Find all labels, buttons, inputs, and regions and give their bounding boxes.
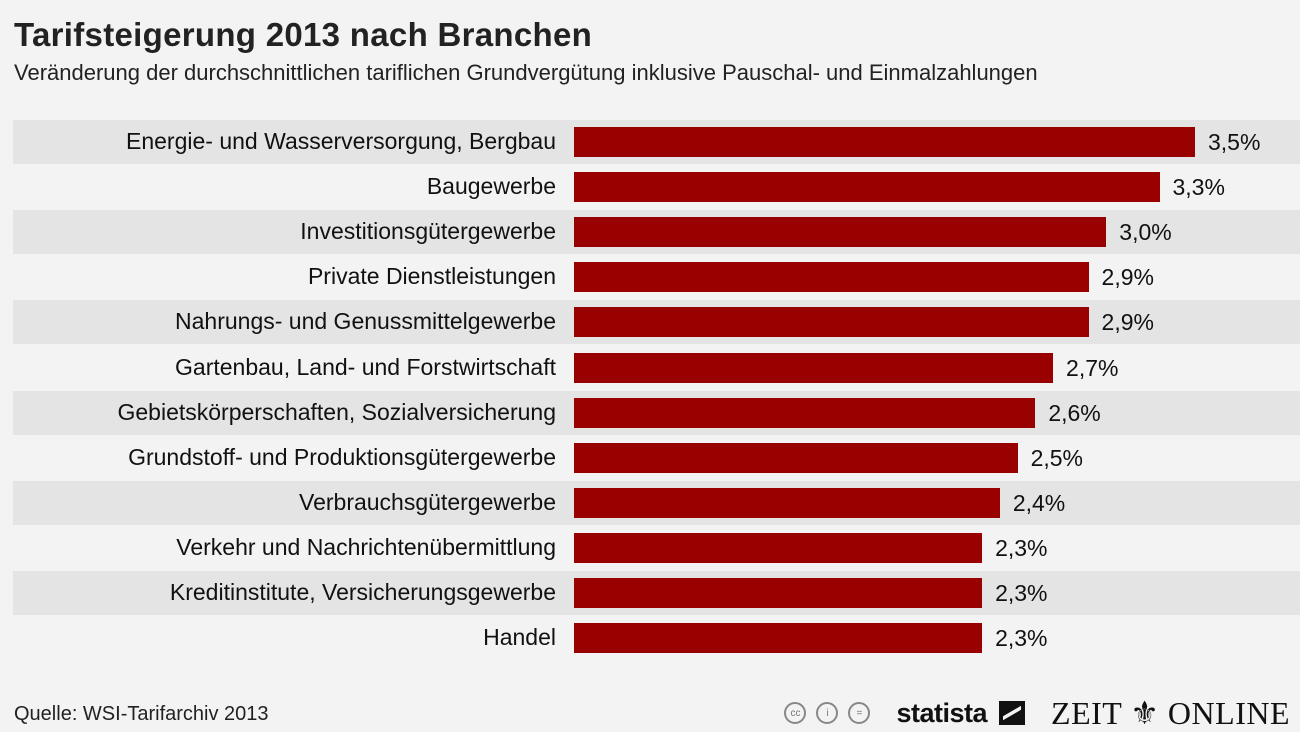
zeit-online-logo: ZEIT ⚜ ONLINE <box>1051 695 1290 731</box>
category-label: Nahrungs- und Genussmittelgewerbe <box>175 308 556 335</box>
value-label: 2,6% <box>1048 399 1101 426</box>
logos: cc i = statista ZEIT ⚜ ONLINE <box>784 694 1290 732</box>
chart-subtitle: Veränderung der durchschnittlichen tarif… <box>14 60 1038 85</box>
category-label: Handel <box>483 624 556 651</box>
source-note: Quelle: WSI-Tarifarchiv 2013 <box>14 703 269 725</box>
cc-by-icon: i <box>816 702 839 724</box>
value-label: 2,7% <box>1066 354 1119 381</box>
value-label: 2,3% <box>995 534 1048 561</box>
bar <box>574 127 1195 157</box>
category-label: Gartenbau, Land- und Forstwirtschaft <box>175 353 556 380</box>
statista-logo-icon <box>999 701 1026 725</box>
value-label: 3,5% <box>1208 129 1261 155</box>
category-label: Private Dienstleistungen <box>307 263 556 290</box>
value-label: 3,3% <box>1172 174 1225 201</box>
category-label: Gebietskörperschaften, Sozialversicherun… <box>117 398 556 425</box>
bar <box>574 307 1089 338</box>
bar <box>574 623 983 654</box>
bar <box>574 487 1000 518</box>
bar <box>574 442 1018 473</box>
category-label: Energie- und Wasserversorgung, Bergbau <box>126 128 556 154</box>
value-label: 2,9% <box>1101 309 1154 336</box>
cc-icon: cc <box>784 702 807 724</box>
bar <box>574 172 1160 203</box>
bar <box>574 217 1107 248</box>
value-label: 3,0% <box>1119 219 1172 246</box>
value-label: 2,4% <box>1012 489 1066 516</box>
value-label: 2,5% <box>1030 444 1083 471</box>
cc-nd-icon: = <box>848 702 871 724</box>
category-label: Verbrauchsgütergewerbe <box>299 488 556 515</box>
category-label: Grundstoff- und Produktionsgütergewerbe <box>128 443 556 470</box>
category-label: Investitionsgütergewerbe <box>300 218 556 245</box>
bar <box>574 352 1054 383</box>
value-label: 2,9% <box>1101 264 1154 291</box>
statista-logo: statista <box>896 697 988 728</box>
bar <box>574 532 983 563</box>
bar <box>574 397 1036 428</box>
value-label: 2,3% <box>995 580 1048 606</box>
value-label: 2,3% <box>995 625 1048 652</box>
bar <box>574 578 983 608</box>
category-label: Kreditinstitute, Versicherungsgewerbe <box>169 579 556 605</box>
bar <box>574 262 1089 293</box>
chart-title: Tarifsteigerung 2013 nach Branchen <box>14 16 593 53</box>
category-label: Verkehr und Nachrichtenübermittlung <box>176 533 556 560</box>
category-label: Baugewerbe <box>426 173 556 200</box>
